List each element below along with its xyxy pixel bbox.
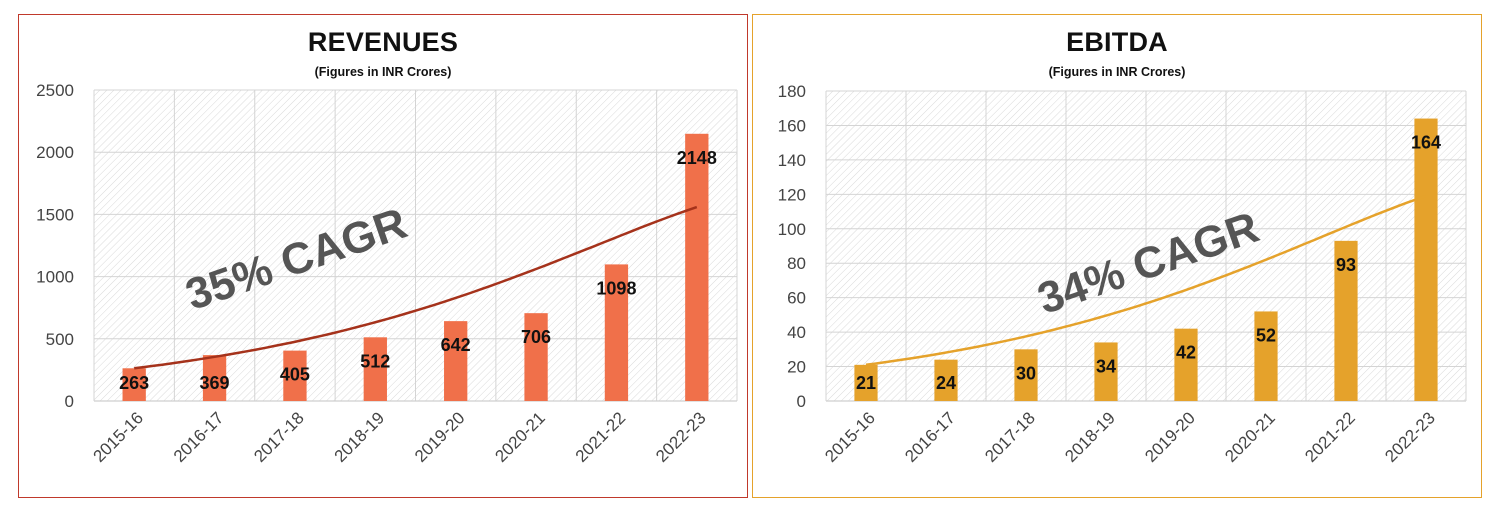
bar-2016-17 (202, 355, 227, 401)
x-tick-label: 2022-23 (1381, 408, 1439, 466)
data-label: 164 (1411, 133, 1441, 153)
x-tick-label: 2018-19 (1061, 408, 1119, 466)
bar-2021-22 (604, 264, 629, 401)
ebitda-chart-panel: EBITDA (Figures in INR Crores) 0 20 40 60 80… (752, 14, 1482, 498)
y-tick-label: 1500 (36, 205, 74, 224)
ebitda-subtitle: (Figures in INR Crores) (1048, 65, 1186, 79)
x-tick-label: 2020-21 (1221, 408, 1279, 466)
data-label: 34 (1096, 356, 1116, 376)
bar-2020-21 (1254, 311, 1278, 401)
data-label: 263 (119, 373, 149, 393)
y-tick-label: 80 (787, 254, 806, 273)
y-tick-label: 140 (778, 151, 806, 170)
bar-2020-21 (524, 313, 548, 401)
y-tick-label: 120 (778, 185, 806, 204)
bar-2015-16 (122, 368, 146, 401)
x-tick-label: 2015-16 (89, 408, 147, 466)
y-tick-label: 0 (797, 392, 806, 411)
data-label: 93 (1336, 255, 1356, 275)
y-tick-label: 20 (787, 358, 806, 377)
x-tick-label: 2020-21 (491, 408, 549, 466)
data-label: 512 (360, 351, 390, 371)
x-tick-label: 2016-17 (170, 408, 228, 466)
y-tick-label: 2500 (36, 81, 74, 100)
data-label: 24 (936, 373, 956, 393)
bar-2022-23 (1414, 118, 1438, 402)
bar-2021-22 (1334, 240, 1358, 401)
bar-2022-23 (685, 133, 709, 401)
data-label: 21 (856, 373, 876, 393)
y-tick-label: 40 (787, 323, 806, 342)
bar-2019-20 (444, 321, 468, 401)
bar-2018-19 (1094, 342, 1118, 401)
ebitda-title: EBITDA (1066, 27, 1168, 57)
data-label: 30 (1016, 363, 1036, 383)
y-tick-label: 100 (778, 220, 806, 239)
x-tick-label: 2019-20 (411, 408, 469, 466)
x-tick-label: 2017-18 (981, 408, 1039, 466)
revenues-chart: 0 500 1000 1500 2000 2500 263 369 405 512 642 706 10… (36, 81, 738, 466)
data-label: 2148 (677, 148, 717, 168)
y-tick-label: 500 (46, 330, 74, 349)
cagr-trendline (865, 194, 1427, 367)
data-label: 706 (521, 327, 551, 347)
data-label: 1098 (596, 278, 636, 298)
data-label: 52 (1256, 325, 1276, 345)
x-tick-label: 2022-23 (652, 408, 710, 466)
x-tick-label: 2015-16 (821, 408, 879, 466)
y-tick-label: 160 (778, 116, 806, 135)
data-label: 405 (280, 365, 310, 385)
data-label: 42 (1176, 343, 1196, 363)
bar-2018-19 (363, 337, 387, 401)
x-tick-label: 2021-22 (572, 408, 630, 466)
bar-2019-20 (1174, 328, 1198, 401)
x-tick-label: 2019-20 (1141, 408, 1199, 466)
x-tick-label: 2021-22 (1301, 408, 1359, 466)
y-tick-label: 60 (787, 289, 806, 308)
x-tick-label: 2016-17 (901, 408, 959, 466)
y-tick-label: 0 (65, 392, 74, 411)
x-tick-label: 2018-19 (331, 408, 389, 466)
revenues-chart-panel: REVENUES (Figures in INR Crores) 0 500 100… (18, 14, 748, 498)
revenues-title: REVENUES (307, 27, 459, 57)
x-tick-label: 2017-18 (250, 408, 308, 466)
data-label: 369 (200, 373, 230, 393)
bar-2016-17 (934, 359, 958, 401)
data-label: 642 (441, 335, 471, 355)
revenues-subtitle: (Figures in INR Crores) (314, 65, 452, 79)
bar-2017-18 (1014, 349, 1038, 401)
ebitda-chart: 0 20 40 60 80 100 120 140 160 180 21 24 30 34 42 52 93 16… (778, 82, 1467, 466)
y-tick-label: 180 (778, 82, 806, 101)
y-tick-label: 2000 (36, 143, 74, 162)
cagr-trendline (134, 205, 698, 370)
y-tick-label: 1000 (36, 268, 74, 287)
bar-2017-18 (283, 350, 307, 401)
bar-2015-16 (854, 364, 878, 401)
